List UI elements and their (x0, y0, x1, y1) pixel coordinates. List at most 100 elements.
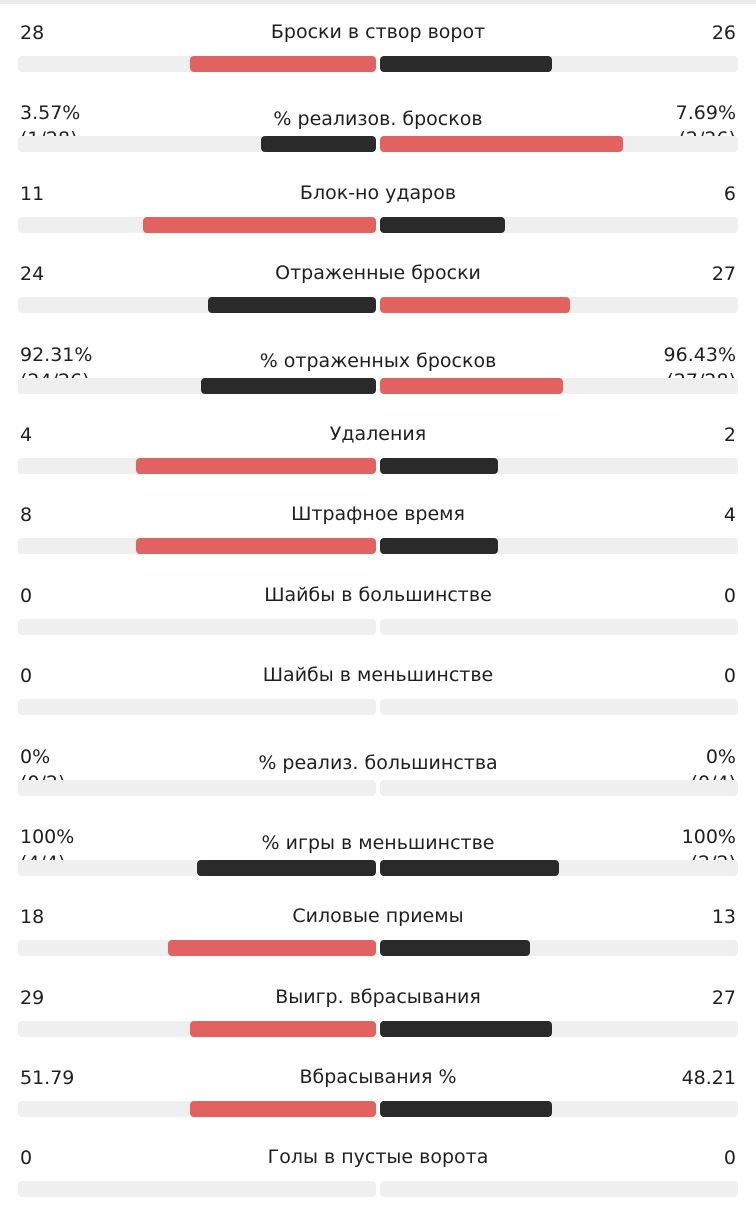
stat-right-bar (380, 1020, 552, 1037)
stat-left-bar (136, 457, 376, 474)
stat-row: 28 Броски в створ ворот 26 (0, 6, 756, 86)
stat-right-track (380, 297, 738, 314)
stat-left-value: 28 (20, 22, 45, 44)
stat-label: Шайбы в меньшинстве (262, 664, 494, 687)
stat-left-track (18, 699, 376, 716)
stat-right-track (380, 779, 738, 796)
stat-row: 18 Силовые приемы 13 (0, 890, 756, 970)
stat-label: % реализ. большинства (258, 751, 498, 774)
stat-right-value: 4 (723, 504, 736, 527)
stat-right-value: 27 (711, 986, 736, 1009)
stat-right-track (380, 56, 738, 72)
stat-right-bar (380, 56, 552, 72)
stat-label: % отраженных бросков (259, 349, 497, 372)
stat-right-bar (380, 940, 530, 957)
stat-right-bar (380, 136, 623, 153)
stat-left-track (18, 297, 376, 314)
stat-right-value: 13 (711, 906, 736, 929)
stat-left-track (18, 859, 376, 876)
stat-right-value: 0 (723, 665, 736, 688)
stat-left-value: 0 (20, 1147, 33, 1170)
stat-right-track (380, 618, 738, 635)
stat-right-value: 6 (723, 182, 736, 205)
stat-left-bar (190, 56, 376, 72)
stat-left-track (18, 136, 376, 153)
stat-left-bar (197, 859, 376, 876)
stat-left-bar (190, 1020, 376, 1037)
stat-left-track (18, 618, 376, 635)
stat-left-track (18, 56, 376, 72)
stat-row: 0 Шайбы в меньшинстве 0 (0, 649, 756, 729)
stat-left-value: 4 (20, 423, 33, 446)
stat-left-value: 0 (20, 665, 33, 688)
stat-right-track (380, 377, 738, 394)
stat-right-track (380, 1020, 738, 1037)
stat-left-track (18, 538, 376, 555)
stat-right-value: 26 (711, 22, 736, 44)
stat-row: 11 Блок-но ударов 6 (0, 167, 756, 247)
top-divider (0, 0, 756, 4)
stat-left-value: 18 (20, 906, 45, 929)
stat-right-bar (380, 538, 498, 555)
stat-left-value: 29 (20, 986, 45, 1009)
stat-label: Шайбы в большинстве (264, 583, 492, 606)
stat-label: Вбрасывания % (299, 1066, 457, 1089)
stat-right-value: 27 (711, 263, 736, 286)
stat-label: Броски в створ ворот (270, 21, 486, 43)
stat-right-track (380, 940, 738, 957)
stat-row: 0 Голы в пустые ворота 0 (0, 1131, 756, 1211)
stat-row: 0 Шайбы в большинстве 0 (0, 569, 756, 649)
stat-left-bar (143, 216, 376, 233)
stat-right-track (380, 216, 738, 233)
stat-row: 51.79 Вбрасывания % 48.21 (0, 1051, 756, 1131)
stat-right-bar (380, 377, 563, 394)
stat-right-track (380, 1101, 738, 1118)
stat-right-value: 0 (723, 1147, 736, 1170)
stat-label: Выигр. вбрасывания (275, 985, 481, 1008)
stat-left-track (18, 377, 376, 394)
stat-label: Голы в пустые ворота (267, 1146, 489, 1169)
stat-right-value: 48.21 (681, 1067, 736, 1090)
stat-right-track (380, 136, 738, 153)
stat-right-track (380, 457, 738, 474)
stat-row: 4 Удаления 2 (0, 408, 756, 488)
stat-right-bar (380, 1101, 552, 1118)
stat-right-bar (380, 457, 498, 474)
stat-right-value: 2 (723, 423, 736, 446)
stat-right-track (380, 699, 738, 716)
stat-label: Блок-но ударов (299, 181, 457, 204)
stat-label: Силовые приемы (292, 905, 464, 928)
stat-right-bar (380, 297, 570, 314)
stat-label: Удаления (329, 422, 427, 445)
stat-left-track (18, 216, 376, 233)
stat-left-track (18, 1181, 376, 1198)
stat-left-track (18, 940, 376, 957)
stat-right-bar (380, 859, 559, 876)
stat-row: 92.31% (24/26)% отраженных бросков96.43%… (0, 328, 756, 408)
stat-right-bar (380, 216, 505, 233)
stat-left-bar (190, 1101, 376, 1118)
stat-left-value: 8 (20, 504, 33, 527)
stat-label: % игры в меньшинстве (261, 831, 495, 854)
stat-row: 29 Выигр. вбрасывания 27 (0, 971, 756, 1051)
stat-label: Штрафное время (291, 503, 465, 526)
stat-left-bar (261, 136, 376, 153)
stat-left-track (18, 457, 376, 474)
stat-right-value: 0 (723, 584, 736, 607)
stat-right-track (380, 1181, 738, 1198)
stat-left-track (18, 1020, 376, 1037)
stat-row: 24 Отраженные броски 27 (0, 247, 756, 327)
stat-right-track (380, 538, 738, 555)
stat-label: Отраженные броски (275, 262, 481, 285)
stat-row: 8 Штрафное время 4 (0, 488, 756, 568)
stat-label: % реализов. бросков (273, 108, 483, 131)
stat-left-track (18, 1101, 376, 1118)
stat-left-value: 11 (20, 182, 45, 205)
stat-right-track (380, 859, 738, 876)
stat-left-track (18, 779, 376, 796)
stat-left-value: 24 (20, 263, 45, 286)
stat-left-bar (201, 377, 376, 394)
